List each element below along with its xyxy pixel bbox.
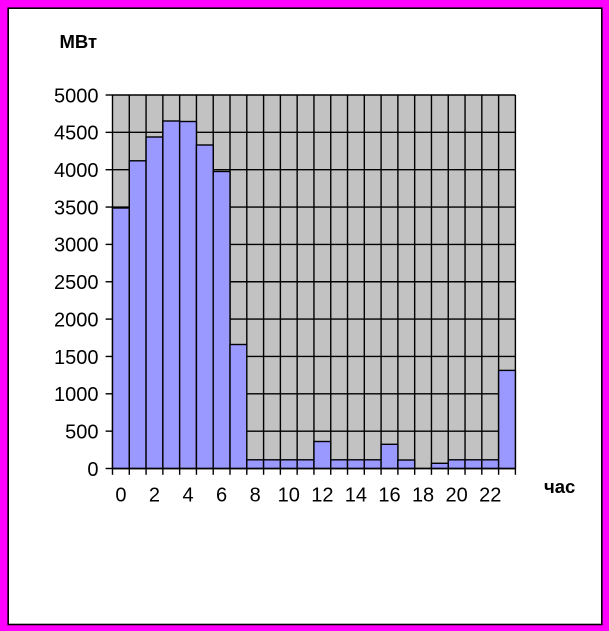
svg-text:1500: 1500 (54, 347, 99, 369)
svg-text:час: час (544, 476, 575, 497)
svg-text:20: 20 (446, 485, 468, 507)
svg-text:2000: 2000 (54, 309, 99, 331)
svg-text:0: 0 (115, 485, 126, 507)
svg-text:8: 8 (250, 485, 261, 507)
svg-text:3000: 3000 (54, 235, 99, 257)
svg-text:12: 12 (311, 485, 333, 507)
svg-text:2500: 2500 (54, 272, 99, 294)
svg-text:1000: 1000 (54, 384, 99, 406)
svg-text:14: 14 (345, 485, 367, 507)
svg-text:4: 4 (182, 485, 193, 507)
svg-text:5000: 5000 (54, 85, 99, 107)
svg-text:4500: 4500 (54, 123, 99, 145)
svg-text:0: 0 (87, 459, 98, 481)
svg-text:22: 22 (479, 485, 501, 507)
svg-text:6: 6 (216, 485, 227, 507)
svg-text:500: 500 (65, 421, 98, 443)
svg-text:МВт: МВт (60, 31, 98, 52)
svg-text:18: 18 (412, 485, 434, 507)
svg-text:2: 2 (149, 485, 160, 507)
svg-text:10: 10 (278, 485, 300, 507)
svg-text:16: 16 (378, 485, 400, 507)
svg-text:3500: 3500 (54, 197, 99, 219)
svg-text:4000: 4000 (54, 160, 99, 182)
